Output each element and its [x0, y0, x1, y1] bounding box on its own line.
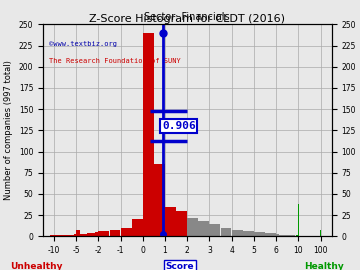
Bar [287, 235, 290, 236]
Bar [221, 228, 231, 236]
Text: Sector: Financials: Sector: Financials [144, 12, 230, 22]
Bar [210, 224, 220, 236]
Bar [154, 164, 165, 236]
Bar [284, 235, 287, 236]
Y-axis label: Number of companies (997 total): Number of companies (997 total) [4, 60, 13, 200]
Bar [187, 218, 198, 236]
Bar [76, 230, 80, 236]
Text: ©www.textbiz.org: ©www.textbiz.org [49, 41, 117, 47]
Bar [232, 230, 243, 236]
Bar [98, 231, 109, 236]
Bar [54, 235, 56, 236]
Bar [132, 219, 143, 236]
Bar [293, 235, 296, 236]
Bar [91, 233, 95, 236]
Bar [198, 221, 209, 236]
Text: 0.906: 0.906 [162, 121, 195, 131]
Bar [74, 234, 76, 236]
Text: Healthy: Healthy [304, 262, 344, 270]
Bar [296, 235, 298, 236]
Bar [61, 235, 63, 236]
Bar [282, 235, 284, 236]
Text: Unhealthy: Unhealthy [10, 262, 62, 270]
Bar [58, 235, 61, 236]
Bar [279, 235, 282, 236]
Text: Score: Score [166, 262, 194, 270]
Bar [290, 235, 293, 236]
Bar [67, 235, 69, 236]
Bar [69, 235, 72, 236]
Bar [50, 235, 52, 236]
Bar [95, 232, 98, 236]
Text: The Research Foundation of SUNY: The Research Foundation of SUNY [49, 58, 180, 64]
Bar [143, 33, 154, 236]
Bar [63, 235, 65, 236]
Bar [80, 234, 84, 236]
Bar [87, 233, 91, 236]
Bar [56, 235, 58, 236]
Bar [72, 235, 74, 236]
Bar [276, 234, 279, 236]
Bar [265, 233, 276, 236]
Bar [65, 235, 67, 236]
Bar [176, 211, 187, 236]
Bar [109, 230, 121, 236]
Bar [84, 234, 87, 236]
Bar [121, 228, 131, 236]
Bar [243, 231, 254, 236]
Bar [52, 235, 54, 236]
Bar [254, 232, 265, 236]
Bar [165, 207, 176, 236]
Title: Z-Score Histogram for CLDT (2016): Z-Score Histogram for CLDT (2016) [89, 14, 285, 24]
